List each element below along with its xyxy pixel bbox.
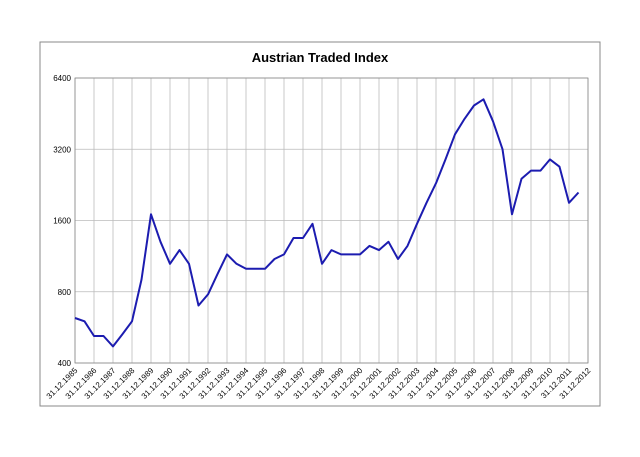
data-line bbox=[74, 98, 580, 348]
y-tick-label: 6400 bbox=[53, 74, 71, 83]
chart-border bbox=[39, 41, 601, 407]
y-tick-label: 1600 bbox=[53, 217, 71, 226]
y-tick-label: 800 bbox=[58, 288, 72, 297]
plot-frame bbox=[74, 77, 589, 364]
y-tick-label: 400 bbox=[58, 359, 72, 368]
y-tick-label: 3200 bbox=[53, 145, 71, 154]
chart-title: Austrian Traded Index bbox=[252, 50, 389, 65]
